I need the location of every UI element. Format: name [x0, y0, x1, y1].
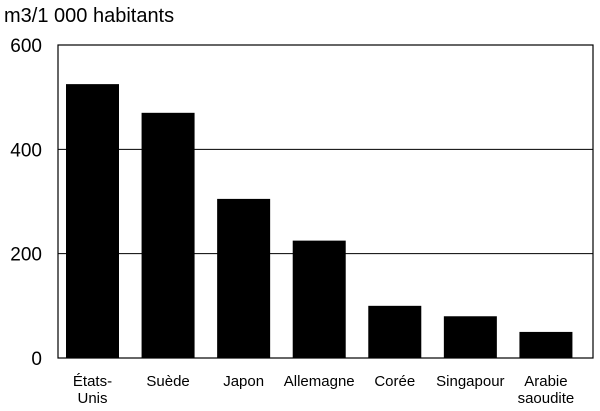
bar	[141, 112, 195, 358]
x-tick-label: Singapour	[436, 373, 504, 390]
x-tick-label: Japon	[223, 373, 264, 390]
y-tick-label: 400	[10, 140, 42, 161]
y-tick-label: 600	[10, 36, 42, 57]
x-tick-label: Arabie saoudite	[518, 373, 575, 407]
x-tick-labels: États-Unis Suède Japon Allemagne Corée Singap…	[73, 373, 574, 407]
bar	[443, 316, 497, 358]
gridlines	[58, 148, 593, 255]
y-axis-label: m3/1 000 habitants	[4, 5, 174, 27]
bar	[66, 84, 119, 358]
y-tick-label: 200	[10, 245, 42, 266]
x-tick-label: Suède	[146, 373, 189, 390]
bar	[368, 305, 422, 358]
bar	[217, 198, 271, 358]
y-tick-label: 0	[31, 349, 42, 370]
bar	[292, 240, 346, 358]
x-tick-label: Allemagne	[284, 373, 355, 390]
bars	[66, 84, 573, 358]
bar	[519, 331, 573, 358]
x-tick-label: États-Unis	[73, 373, 112, 407]
x-tick-label: Corée	[374, 373, 415, 390]
y-tick-labels: 0 200 400 600	[10, 36, 42, 370]
